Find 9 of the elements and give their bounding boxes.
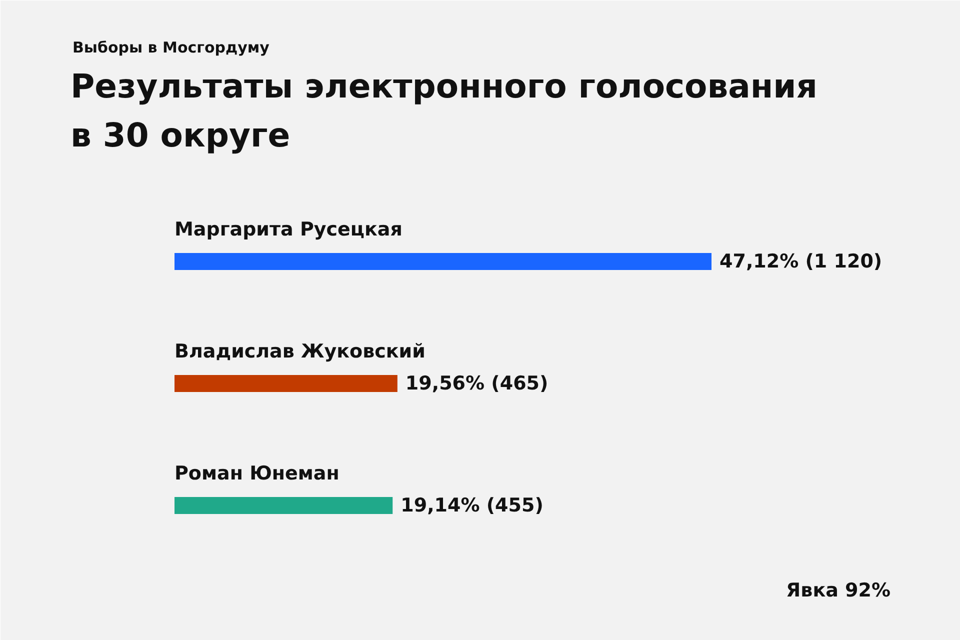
chart-subtitle: Выборы в Мосгордуму — [72, 38, 270, 56]
data-label: 19,14% (455) — [400, 494, 544, 516]
text: Явка 92% — [786, 580, 891, 602]
y-tick-label: Роман Юнеман — [174, 462, 340, 484]
data-label: 47,12% (1 120) — [720, 250, 882, 272]
y-tick-label: Маргарита Русецкая — [174, 218, 402, 240]
data-label: 19,56% (465) — [405, 372, 548, 394]
chart-title: Результаты электронного голосования в 30 округе — [70, 66, 818, 154]
y-tick-label: Владислав Жуковский — [174, 340, 426, 362]
